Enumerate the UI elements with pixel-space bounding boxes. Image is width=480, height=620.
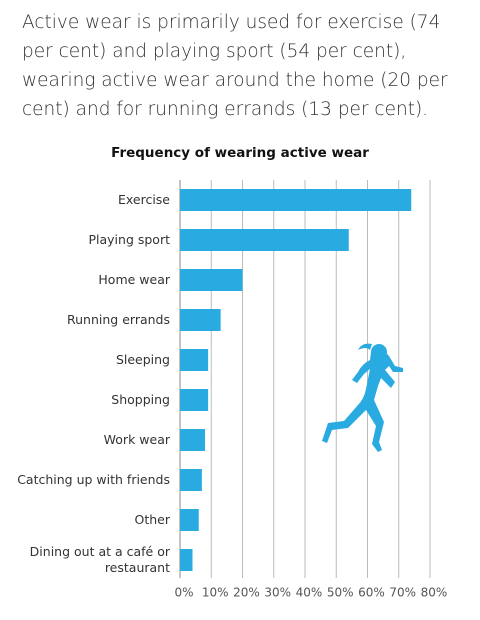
- bar: [180, 469, 202, 491]
- x-tick-label: 20%: [233, 586, 260, 600]
- bar: [180, 429, 205, 451]
- y-tick-label: Dining out at a café or restaurant: [29, 544, 170, 575]
- x-tick-label: 30%: [264, 586, 291, 600]
- bar: [180, 269, 243, 291]
- runner-icon: [322, 343, 403, 452]
- y-tick-label: Sleeping: [115, 352, 170, 367]
- bar: [180, 309, 221, 331]
- bar: [180, 509, 199, 531]
- bar: [180, 549, 193, 571]
- x-tick-label: 0%: [174, 586, 193, 600]
- y-tick-label: Playing sport: [88, 232, 170, 247]
- y-tick-label: Home wear: [98, 272, 170, 287]
- chart-title: Frequency of wearing active wear: [111, 145, 369, 161]
- bar: [180, 229, 349, 251]
- bar: [180, 389, 209, 411]
- x-tick-label: 70%: [389, 586, 416, 600]
- y-tick-label: Catching up with friends: [17, 472, 170, 487]
- y-tick-label: Other: [134, 512, 171, 527]
- bar: [180, 349, 209, 371]
- x-tick-label: 60%: [358, 586, 385, 600]
- bar: [180, 189, 412, 211]
- y-tick-label: Shopping: [111, 392, 170, 407]
- y-tick-label: Exercise: [117, 192, 170, 207]
- x-tick-label: 10%: [202, 586, 229, 600]
- x-tick-label: 80%: [421, 586, 448, 600]
- x-tick-label: 40%: [296, 586, 323, 600]
- y-tick-label: Running errands: [67, 312, 170, 327]
- intro-text: Active wear is primarily used for exerci…: [22, 12, 448, 120]
- x-tick-label: 50%: [327, 586, 354, 600]
- y-tick-label: Work wear: [103, 432, 170, 447]
